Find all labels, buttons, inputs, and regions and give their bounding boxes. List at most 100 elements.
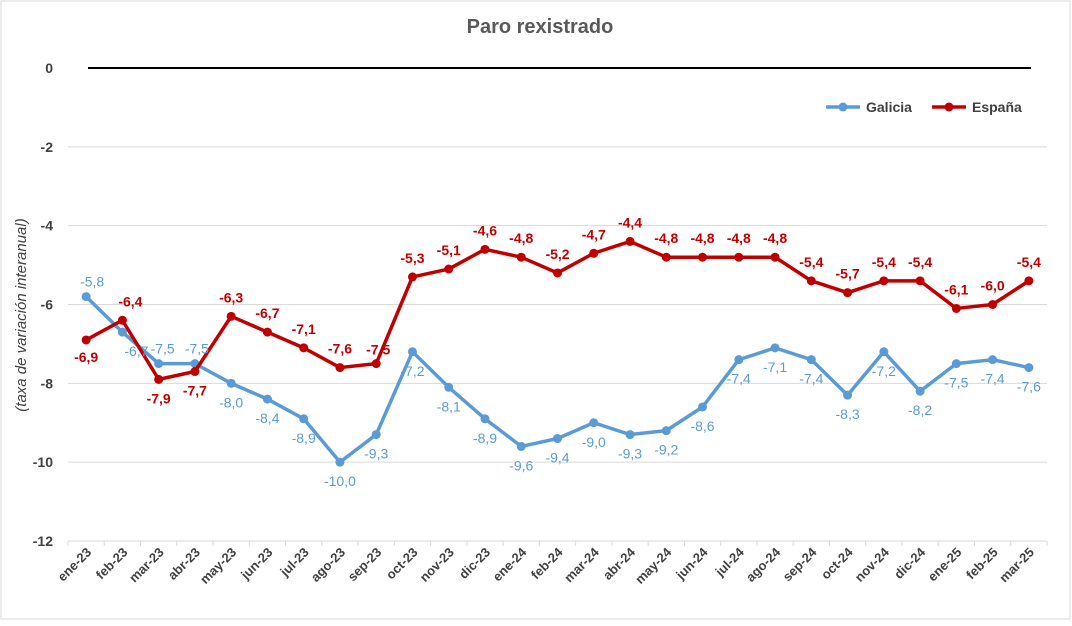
data-point [1024, 363, 1034, 373]
legend: Galicia España [826, 99, 1022, 115]
data-point [299, 414, 309, 424]
data-label: -5,7 [836, 266, 860, 282]
data-label: -6,4 [118, 293, 142, 309]
data-point [480, 414, 490, 424]
data-label: -7,1 [292, 321, 316, 337]
data-point [988, 300, 998, 309]
data-labels: -5,8-6,7 -7,5 -7,5-8,0-8,4-8,9-10,0-9,3-7,… [74, 214, 1041, 489]
data-label: -8,9 [473, 430, 497, 446]
data-label: -7,1 [763, 359, 787, 375]
data-point [371, 430, 381, 440]
data-label: -10,0 [324, 473, 356, 489]
data-point [951, 359, 961, 369]
data-point [661, 252, 671, 262]
data-label: -8,2 [908, 402, 932, 418]
data-point [117, 327, 127, 337]
legend-swatch-marker [944, 102, 954, 112]
data-point [698, 252, 708, 262]
data-point [843, 390, 853, 400]
data-label: -6,7 [255, 305, 279, 321]
data-point [190, 367, 200, 377]
data-point [806, 355, 816, 365]
data-label: -9,0 [582, 434, 606, 450]
data-label: -5,1 [437, 242, 461, 258]
data-label: -8,4 [255, 410, 279, 426]
data-label: -8,3 [836, 406, 860, 422]
data-label: -5,3 [400, 250, 424, 266]
data-point [154, 374, 164, 384]
data-point [335, 457, 345, 467]
data-label: -8,1 [437, 398, 461, 414]
data-point [589, 248, 599, 258]
data-point [371, 359, 381, 369]
y-tick-label: 0 [45, 60, 53, 76]
data-point [988, 355, 998, 365]
data-point [226, 311, 236, 321]
data-point [879, 276, 889, 286]
data-label: -7,5 [366, 342, 390, 358]
data-point [734, 252, 744, 262]
data-label: -4,8 [509, 230, 533, 246]
data-label: -7,5 [151, 341, 175, 357]
data-label: -5,4 [872, 254, 896, 270]
series-lines [81, 236, 1034, 467]
data-label: -7,6 [1017, 379, 1041, 395]
data-point [444, 264, 454, 274]
data-point [625, 430, 635, 440]
data-label: -6,7 [124, 343, 148, 359]
data-label: -7,6 [328, 341, 352, 357]
data-point [480, 244, 490, 254]
data-label: -6,3 [219, 289, 243, 305]
data-label: -7,4 [981, 371, 1005, 387]
y-tick-label: -4 [41, 218, 54, 234]
data-label: -9,3 [618, 446, 642, 462]
data-label: -4,8 [654, 230, 678, 246]
data-label: -4,6 [473, 222, 497, 238]
data-point [951, 303, 961, 313]
data-label: -8,6 [690, 418, 714, 434]
data-label: -7,4 [727, 371, 751, 387]
data-point [589, 418, 599, 428]
y-tick-label: -8 [41, 375, 54, 391]
data-point [915, 386, 925, 396]
data-point [698, 402, 708, 412]
data-label: -6,1 [944, 281, 968, 297]
data-point [734, 355, 744, 365]
data-label: -4,8 [727, 230, 751, 246]
data-label: -6,0 [981, 278, 1005, 294]
data-point [553, 434, 562, 444]
data-label: -7,5 [944, 375, 968, 391]
data-label: -5,4 [908, 254, 932, 270]
chart-title: Paro rexistrado [467, 16, 614, 38]
data-point [407, 347, 417, 357]
data-point [262, 327, 272, 337]
y-tick-label: -6 [41, 297, 54, 313]
data-point [915, 276, 925, 286]
y-axis-label: (taxa de variación interanual) [13, 218, 30, 411]
data-point [661, 426, 671, 436]
data-point [625, 236, 635, 246]
data-label: -7,7 [183, 383, 207, 399]
data-label: -7,5 [185, 341, 209, 357]
data-point [879, 347, 889, 357]
legend-label: Galicia [866, 99, 912, 115]
data-label: -4,8 [763, 230, 787, 246]
data-label: -6,9 [74, 349, 98, 365]
y-tick-label: -10 [33, 454, 53, 470]
y-tick-label: -12 [33, 533, 53, 549]
data-label: -9,4 [545, 450, 569, 466]
data-point [770, 252, 780, 262]
data-label: -9,2 [654, 442, 678, 458]
data-label: -7,2 [872, 363, 896, 379]
data-label: -5,2 [545, 246, 569, 262]
data-label: -9,6 [509, 457, 533, 473]
data-point [154, 359, 164, 369]
data-label: -4,8 [690, 230, 714, 246]
data-label: -9,3 [364, 446, 388, 462]
data-point [553, 268, 562, 278]
data-point [516, 441, 526, 451]
data-point [516, 252, 526, 262]
data-label: -7,2 [400, 363, 424, 379]
